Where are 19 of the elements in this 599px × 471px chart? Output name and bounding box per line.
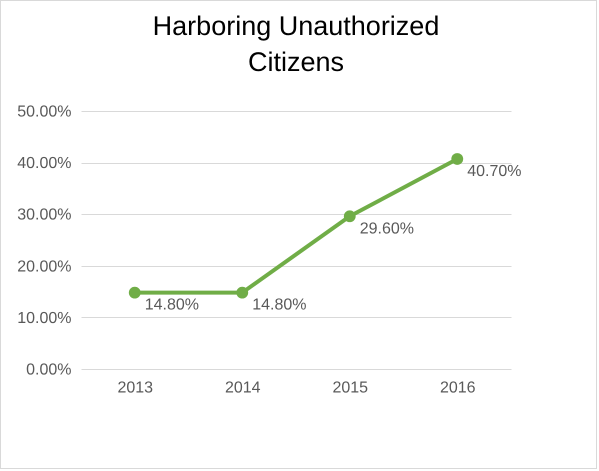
point — [128, 286, 141, 299]
chart-title: Harboring Unauthorized Citizens — [152, 11, 440, 77]
data-label: 14.80% — [252, 296, 307, 314]
data-label: 14.80% — [144, 296, 200, 314]
point — [236, 286, 248, 299]
x-tick-label: 2013 — [117, 380, 154, 396]
y-tick-label: 30.00% — [17, 206, 72, 224]
x-tick-label: 2015 — [332, 380, 368, 396]
y-tick-label: 50.00% — [17, 104, 72, 120]
x-tick-label: 2016 — [440, 380, 476, 396]
y-tick-label: 40.00% — [17, 155, 72, 172]
point — [344, 210, 356, 222]
data-label: 29.60% — [360, 220, 414, 238]
y-tick-label: 10.00% — [17, 310, 72, 327]
point — [451, 153, 464, 165]
data-label: 40.70% — [467, 162, 522, 180]
x-tick-label: 2014 — [224, 380, 261, 396]
y-tick-label: 20.00% — [17, 258, 72, 276]
y-tick-label: 0.00% — [26, 362, 72, 378]
